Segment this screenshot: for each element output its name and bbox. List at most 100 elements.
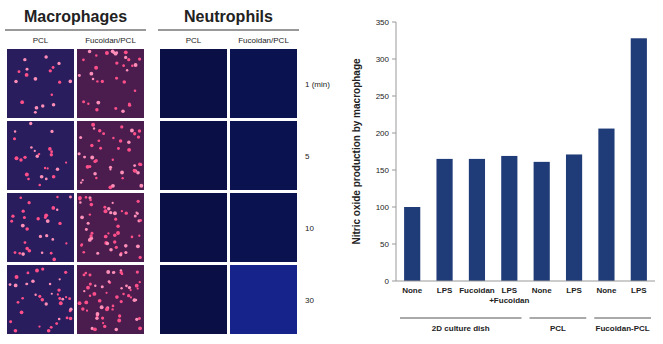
y-tick-label: 200 (376, 129, 390, 138)
y-tick (392, 133, 396, 134)
cell-dot (59, 301, 63, 305)
cell-dot (83, 290, 85, 292)
micrograph (7, 193, 74, 262)
cell-dot (95, 177, 97, 179)
cell-dot (80, 181, 82, 183)
cell-dot (109, 166, 112, 169)
cell-dot (58, 297, 61, 300)
cell-dot (114, 218, 117, 221)
cell-dot (52, 258, 56, 262)
cell-dot (41, 298, 44, 301)
cell-dot (65, 162, 67, 164)
x-tick-label-line: None (532, 286, 553, 295)
cell-dot (89, 295, 91, 297)
cell-dot (128, 286, 131, 289)
cell-dot (38, 153, 40, 155)
cell-dot (89, 273, 92, 276)
cell-dot (112, 159, 114, 161)
cell-dot (14, 329, 18, 333)
cell-dot (44, 55, 47, 58)
cell-dot (81, 243, 84, 246)
cell-dot (105, 307, 109, 311)
micrograph (230, 265, 297, 334)
x-tick-label: None (532, 286, 553, 295)
micrograph (77, 49, 144, 118)
cell-dot (89, 213, 91, 215)
cell-dot (134, 214, 137, 217)
cell-dot (101, 80, 104, 83)
y-tick-label: 0 (385, 277, 390, 286)
cell-dot (52, 66, 55, 69)
column-header: Fucoidan/PCL (238, 36, 289, 45)
cell-dot (108, 280, 111, 283)
cell-dot (126, 69, 128, 71)
cell-dot (69, 196, 72, 199)
bar (631, 38, 647, 281)
cell-dot (15, 156, 19, 160)
y-tick-label: 100 (376, 203, 390, 212)
x-tick-label-line: Fucoidan (459, 286, 495, 295)
group-rule (5, 30, 146, 31)
x-tick-label-line: +Fucoidan (489, 296, 529, 305)
cell-dot (58, 222, 61, 225)
cell-dot (104, 235, 108, 239)
x-tick-label: None (402, 286, 423, 295)
row-label: 1 (min) (305, 80, 330, 89)
group-title: Macrophages (24, 8, 127, 25)
bar (404, 207, 420, 281)
cell-dot (111, 308, 113, 310)
cell-dot (55, 322, 58, 325)
cell-dot (47, 329, 51, 333)
cell-dot (138, 163, 141, 166)
cell-dot (50, 326, 53, 329)
cell-dot (99, 147, 102, 150)
cell-dot (124, 56, 127, 59)
cell-dot (84, 301, 88, 305)
cell-dot (10, 220, 13, 223)
micrograph (160, 193, 227, 262)
cell-dot (52, 175, 56, 179)
cell-dot (27, 272, 30, 275)
column-header: PCL (33, 36, 49, 45)
cell-dot (138, 57, 141, 60)
y-tick-label: 50 (380, 240, 389, 249)
cell-dot (45, 302, 48, 305)
x-tick-label-line: None (596, 286, 617, 295)
cell-dot (85, 228, 88, 231)
cell-dot (79, 201, 82, 204)
group-title: Neutrophils (184, 8, 273, 25)
y-tick (392, 207, 396, 208)
cell-dot (133, 132, 136, 135)
cell-dot (136, 171, 140, 175)
cell-dot (78, 301, 82, 305)
cell-dot (34, 294, 36, 296)
cell-dot (101, 285, 104, 288)
cell-dot (56, 167, 59, 170)
cell-dot (44, 167, 46, 169)
cell-dot (114, 107, 117, 110)
x-tick-label: LPS (631, 286, 647, 295)
micrograph (7, 49, 74, 118)
cell-dot (121, 273, 123, 275)
cell-dot (102, 322, 104, 324)
cell-dot (22, 210, 25, 213)
cell-dot (58, 318, 61, 321)
cell-dot (138, 326, 142, 330)
cell-dot (89, 72, 93, 76)
x-tick-label-line: LPS (502, 286, 518, 295)
cell-dot (30, 146, 33, 149)
cell-dot (119, 139, 123, 143)
cell-dot (21, 252, 25, 256)
cell-dot (112, 202, 114, 204)
cell-dot (78, 74, 81, 77)
cell-dot (23, 156, 26, 159)
bar (436, 159, 452, 281)
cell-dot (25, 173, 29, 177)
y-tick (392, 244, 396, 245)
cell-dot (134, 89, 137, 92)
micrograph (160, 121, 227, 190)
cell-dot (122, 64, 125, 67)
cell-dot (39, 235, 42, 238)
bar (469, 159, 485, 281)
cell-dot (120, 287, 122, 289)
